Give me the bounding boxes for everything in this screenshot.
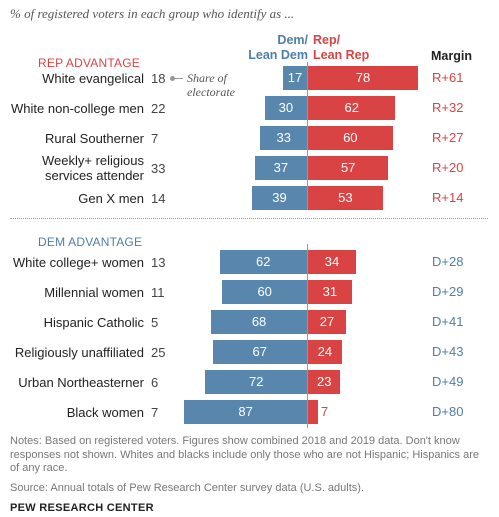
brand-logo-text: PEW RESEARCH CENTER	[10, 502, 154, 514]
rep-value-label: 7	[320, 404, 329, 419]
dem-bar: 72	[205, 370, 307, 394]
rep-bar: 53	[308, 186, 383, 210]
share-value: 5	[151, 315, 159, 330]
row-label: Gen X men	[78, 191, 144, 206]
row-label: Weekly+ religious services attender	[41, 153, 144, 183]
row-label: Hispanic Catholic	[43, 315, 144, 330]
dem-bar: 39	[252, 186, 307, 210]
dem-header: Dem/Lean Dem	[248, 33, 308, 62]
margin-value: R+14	[432, 190, 464, 205]
dem-bar: 37	[254, 156, 307, 180]
margin-value: R+61	[432, 70, 464, 85]
row-label: Millennial women	[44, 285, 144, 300]
margin-value: R+27	[432, 130, 464, 145]
annotation-line	[173, 78, 183, 79]
row-label: Rural Southerner	[45, 131, 144, 146]
share-value: 14	[151, 191, 166, 206]
dem-bar: 68	[211, 310, 307, 334]
source: Source: Annual totals of Pew Research Ce…	[10, 482, 365, 494]
dem-bar: 67	[212, 340, 307, 364]
dem-bar: 30	[264, 96, 307, 120]
row-label: White evangelical	[42, 71, 144, 86]
row-label: White college+ women	[12, 255, 144, 270]
rep-bar: 57	[308, 156, 389, 180]
dem-bar: 17	[283, 66, 307, 90]
row-label: Religiously unaffiliated	[14, 345, 144, 360]
rep-bar: 62	[308, 96, 396, 120]
margin-value: D+49	[432, 374, 464, 389]
rep-advantage-label: REP ADVANTAGE	[38, 56, 140, 70]
share-value: 13	[151, 255, 166, 270]
margin-value: D+28	[432, 254, 464, 269]
share-value: 22	[151, 101, 166, 116]
share-annotation: Share of electorate	[187, 71, 235, 99]
center-axis-line	[307, 244, 308, 428]
rep-bar: 34	[308, 250, 356, 274]
rep-bar	[308, 400, 318, 424]
row-label: White non-college men	[11, 101, 144, 116]
share-value: 18	[151, 71, 166, 86]
rep-header: Rep/Lean Rep	[313, 33, 370, 62]
margin-value: R+32	[432, 100, 464, 115]
dem-bar: 60	[222, 280, 307, 304]
rep-bar: 78	[308, 66, 418, 90]
share-value: 25	[151, 345, 166, 360]
share-value: 7	[151, 131, 159, 146]
margin-value: R+20	[432, 160, 464, 175]
section-divider	[10, 218, 488, 219]
share-value: 11	[151, 285, 165, 300]
row-label: Black women	[66, 405, 144, 420]
notes: Notes: Based on registered voters. Figur…	[10, 435, 479, 474]
rep-bar: 27	[308, 310, 347, 334]
margin-value: D+29	[432, 284, 464, 299]
rep-bar: 24	[308, 340, 342, 364]
row-label: Urban Northeasterner	[18, 375, 144, 390]
rep-bar: 60	[308, 126, 393, 150]
rep-bar: 23	[308, 370, 341, 394]
share-value: 7	[151, 405, 159, 420]
margin-header: Margin	[431, 49, 472, 63]
dem-bar: 33	[260, 126, 307, 150]
margin-value: D+43	[432, 344, 464, 359]
chart-subtitle: % of registered voters in each group who…	[10, 6, 295, 21]
margin-value: D+41	[432, 314, 464, 329]
annotation-dot	[170, 76, 175, 81]
share-value: 33	[151, 161, 166, 176]
rep-bar: 31	[308, 280, 352, 304]
dem-advantage-label: DEM ADVANTAGE	[38, 235, 143, 249]
center-axis-line	[307, 62, 308, 210]
dem-bar: 87	[184, 400, 307, 424]
dem-bar: 62	[219, 250, 307, 274]
margin-value: D+80	[432, 404, 464, 419]
share-value: 6	[151, 375, 159, 390]
